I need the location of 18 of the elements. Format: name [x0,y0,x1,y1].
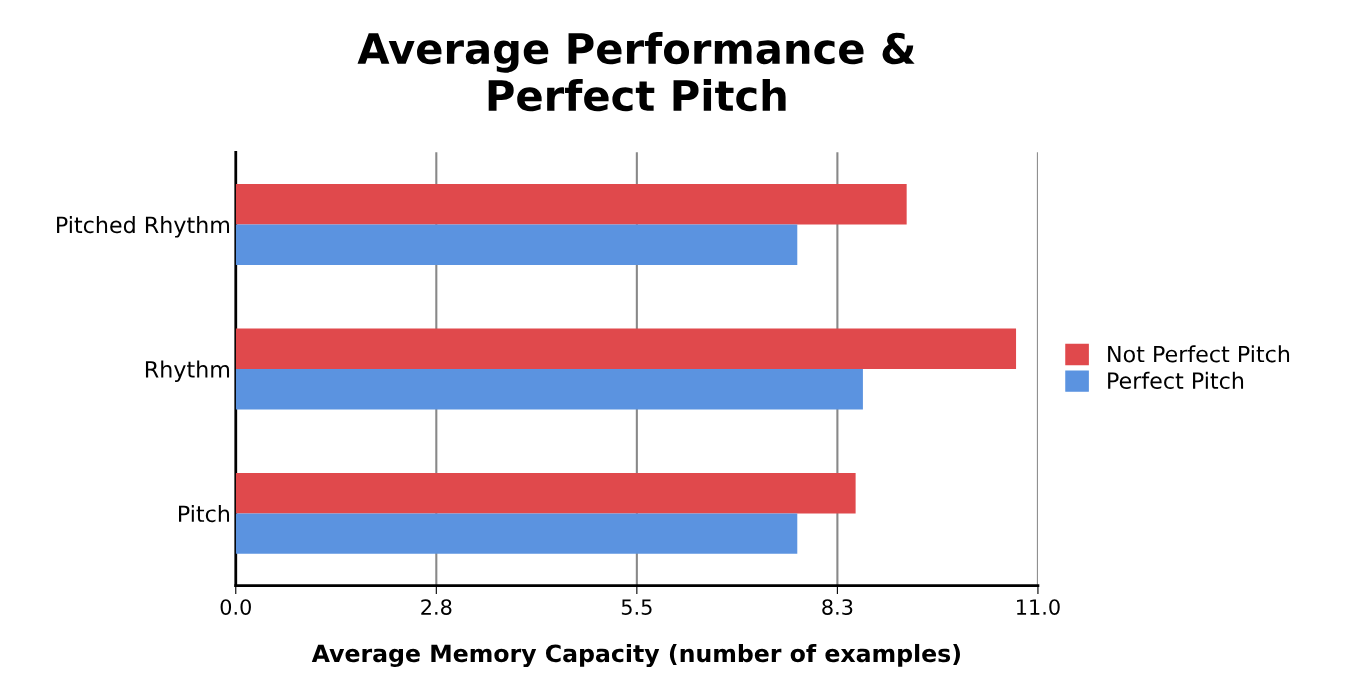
bar [235,472,856,514]
y-tick-label: Pitch [179,504,230,523]
x-tick-label: 8.3 [822,599,853,615]
x-axis-title: Average Memory Capacity (number of examples) [311,643,960,667]
bar [235,368,863,410]
x-tick-label: 2.8 [421,599,452,615]
legend-label: Perfect Pitch [1108,371,1244,390]
bar [235,328,1017,369]
x-tick-label: 5.5 [621,599,652,615]
legend-label: Not Perfect Pitch [1108,345,1290,363]
bar [235,224,798,265]
bar [235,184,907,225]
chart-title: Average Performance & Perfect Pitch [357,32,915,112]
bar [235,513,798,554]
y-tick-label: Rhythm [145,360,230,383]
x-tick-label: 0.0 [220,599,251,615]
y-tick-label: Pitched Rhythm [57,216,230,238]
x-tick-label: 11.0 [1017,599,1060,615]
